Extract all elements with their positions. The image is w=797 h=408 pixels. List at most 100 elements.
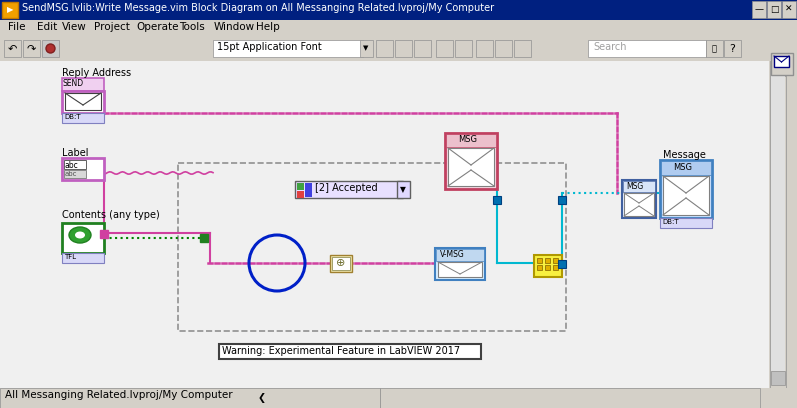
Bar <box>62 113 104 123</box>
Text: Edit: Edit <box>37 22 57 32</box>
Text: TFL: TFL <box>64 254 77 260</box>
Bar <box>219 344 481 359</box>
Text: 🔍: 🔍 <box>712 44 717 53</box>
Bar <box>295 181 403 198</box>
Bar <box>376 40 393 57</box>
Bar <box>588 40 706 57</box>
Bar <box>395 40 412 57</box>
Bar <box>660 160 712 218</box>
Bar <box>62 91 104 113</box>
Text: Warning: Experimental Feature in LabVIEW 2017: Warning: Experimental Feature in LabVIEW… <box>222 346 460 356</box>
Bar <box>0 20 797 37</box>
Bar <box>360 40 373 57</box>
Text: ✕: ✕ <box>785 5 793 14</box>
Text: File: File <box>8 22 26 32</box>
Text: SendMSG.lvlib:Write Message.vim Block Diagram on All Messanging Related.lvproj/M: SendMSG.lvlib:Write Message.vim Block Di… <box>22 3 494 13</box>
Text: —: — <box>755 5 764 14</box>
Text: All Messanging Related.lvproj/My Computer: All Messanging Related.lvproj/My Compute… <box>5 390 233 400</box>
Bar <box>305 183 312 197</box>
Bar <box>782 1 796 18</box>
Bar <box>545 265 550 270</box>
Bar <box>23 40 40 57</box>
Bar <box>0 388 797 408</box>
Bar <box>752 1 766 18</box>
Bar <box>62 223 104 253</box>
Bar <box>414 40 431 57</box>
Bar <box>64 160 86 169</box>
Bar <box>332 257 350 270</box>
Text: ?: ? <box>729 44 735 53</box>
Text: Message: Message <box>663 150 706 160</box>
Text: abc: abc <box>65 161 79 170</box>
Bar <box>438 262 482 277</box>
Text: Project: Project <box>94 22 130 32</box>
Bar <box>100 230 108 238</box>
Text: Window: Window <box>214 22 255 32</box>
Bar <box>622 180 656 218</box>
Bar <box>771 76 785 371</box>
Bar <box>62 78 104 91</box>
Bar <box>774 56 789 67</box>
Bar <box>558 196 566 204</box>
Text: Contents (any type): Contents (any type) <box>62 210 159 220</box>
Text: ↶: ↶ <box>8 44 18 53</box>
Bar <box>476 40 493 57</box>
Text: ▶: ▶ <box>6 5 14 15</box>
Bar <box>660 218 712 228</box>
Bar <box>534 255 562 277</box>
Text: Search: Search <box>593 42 626 52</box>
Text: Tools: Tools <box>179 22 205 32</box>
Bar <box>769 61 797 389</box>
Bar <box>448 148 494 186</box>
Bar <box>200 234 208 242</box>
Bar <box>62 158 104 180</box>
Bar <box>495 40 512 57</box>
Text: Help: Help <box>256 22 280 32</box>
Bar <box>445 133 497 189</box>
Bar <box>330 255 352 272</box>
Bar <box>42 40 59 57</box>
Text: abc: abc <box>65 171 77 177</box>
Bar <box>706 40 723 57</box>
Bar <box>623 181 655 192</box>
Bar <box>178 163 566 331</box>
Bar <box>0 37 797 61</box>
Text: Operate: Operate <box>136 22 179 32</box>
Text: ❮: ❮ <box>258 393 266 403</box>
Text: ⊕: ⊕ <box>336 258 346 268</box>
Bar <box>0 0 797 20</box>
Text: V-MSG: V-MSG <box>440 250 465 259</box>
Bar <box>65 93 101 110</box>
Text: ▼: ▼ <box>400 185 406 194</box>
Bar <box>661 161 711 175</box>
Bar <box>436 249 484 261</box>
Bar <box>2 2 18 18</box>
Bar <box>397 181 410 198</box>
Ellipse shape <box>69 227 91 243</box>
Bar <box>537 258 542 263</box>
Text: 15pt Application Font: 15pt Application Font <box>217 42 322 52</box>
Text: SEND: SEND <box>63 79 84 88</box>
Bar <box>537 265 542 270</box>
Bar <box>297 183 304 190</box>
Text: ▼: ▼ <box>363 46 369 51</box>
Ellipse shape <box>46 44 55 53</box>
Text: Reply Address: Reply Address <box>62 68 132 78</box>
Bar <box>436 40 453 57</box>
Bar <box>771 53 793 75</box>
Bar <box>767 1 781 18</box>
Bar <box>213 40 363 57</box>
Text: MSG: MSG <box>458 135 477 144</box>
Text: View: View <box>62 22 87 32</box>
Text: ↷: ↷ <box>27 44 36 53</box>
Bar <box>545 258 550 263</box>
Text: □: □ <box>770 5 778 14</box>
Bar <box>553 258 558 263</box>
Bar <box>297 191 304 198</box>
Text: MSG: MSG <box>626 182 643 191</box>
Bar <box>493 196 501 204</box>
Bar <box>663 176 709 215</box>
Bar <box>435 248 485 280</box>
Bar <box>558 260 566 268</box>
Bar <box>4 40 21 57</box>
